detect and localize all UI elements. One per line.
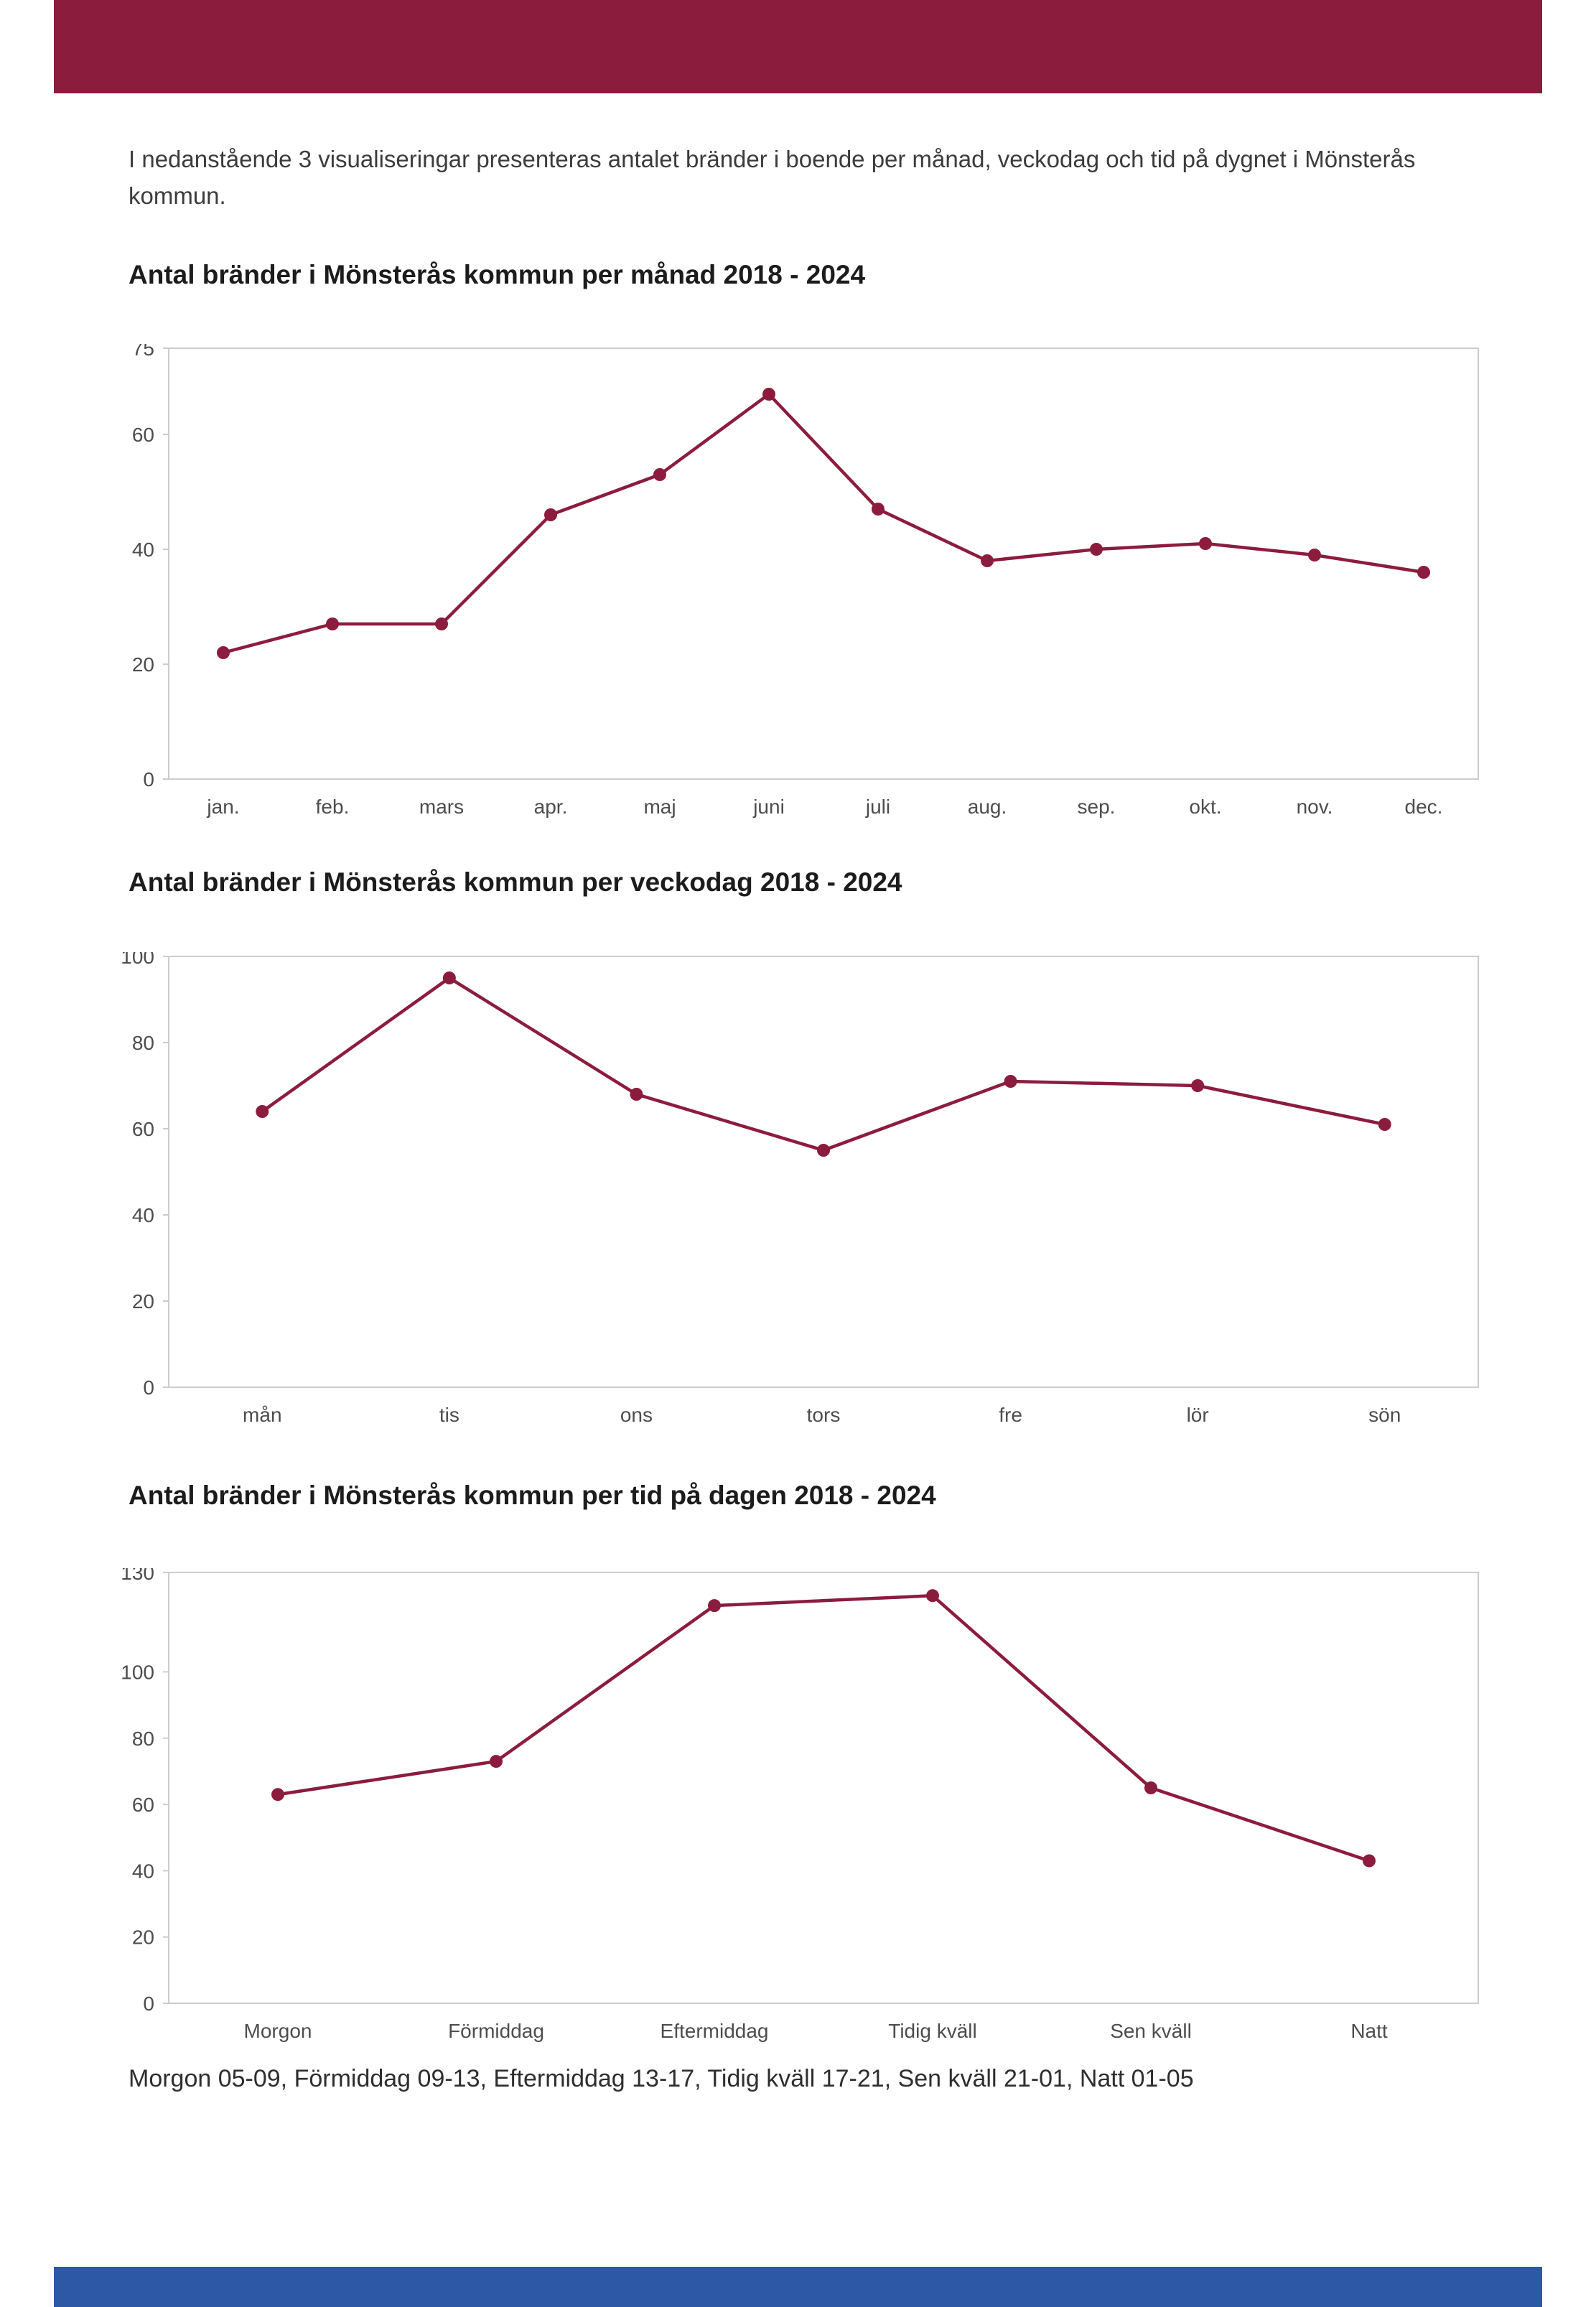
svg-text:juli: juli — [865, 796, 890, 818]
svg-text:100: 100 — [121, 1661, 154, 1683]
svg-text:tis: tis — [439, 1404, 459, 1426]
svg-text:80: 80 — [132, 1728, 154, 1750]
time-interval-legend: Morgon 05-09, Förmiddag 09-13, Eftermidd… — [129, 2065, 1194, 2092]
svg-text:mars: mars — [419, 796, 464, 818]
svg-text:jan.: jan. — [206, 796, 239, 818]
chart-title-per-month: Antal bränder i Mönsterås kommun per mån… — [129, 260, 866, 289]
svg-text:75: 75 — [132, 344, 154, 360]
svg-text:mån: mån — [243, 1404, 281, 1426]
svg-text:Eftermiddag: Eftermiddag — [661, 2020, 769, 2042]
svg-text:sep.: sep. — [1078, 796, 1116, 818]
svg-text:20: 20 — [132, 1926, 154, 1949]
svg-text:80: 80 — [132, 1032, 154, 1054]
svg-text:Förmiddag: Förmiddag — [448, 2020, 544, 2042]
line-chart-per-month: 0 20 40 60 75 jan. feb. mars apr. maj juni juli aug.… — [132, 344, 1479, 818]
footer-bar — [54, 2267, 1542, 2307]
line-chart-per-time-of-day: 0 20 40 60 80 100 130 Morgon Förmiddag Eftermidda… — [121, 1568, 1479, 2042]
svg-text:60: 60 — [132, 1118, 154, 1140]
svg-text:sön: sön — [1368, 1404, 1401, 1426]
line-chart-per-weekday: 0 20 40 60 80 100 mån tis ons tors fre lör sön — [121, 952, 1479, 1426]
header-bar — [54, 0, 1542, 93]
svg-text:aug.: aug. — [968, 796, 1007, 818]
svg-text:0: 0 — [143, 1376, 154, 1399]
svg-text:130: 130 — [121, 1568, 154, 1584]
svg-text:100: 100 — [121, 952, 154, 968]
svg-text:Sen kväll: Sen kväll — [1110, 2020, 1192, 2042]
svg-text:okt.: okt. — [1189, 796, 1221, 818]
svg-text:Natt: Natt — [1350, 2020, 1388, 2042]
chart-title-per-time-of-day: Antal bränder i Mönsterås kommun per tid… — [129, 1481, 936, 1510]
svg-text:0: 0 — [143, 1993, 154, 2015]
svg-text:40: 40 — [132, 1860, 154, 1882]
svg-text:40: 40 — [132, 1204, 154, 1226]
svg-text:40: 40 — [132, 539, 154, 561]
svg-text:lör: lör — [1187, 1404, 1209, 1426]
svg-text:fre: fre — [999, 1404, 1022, 1426]
intro-text: I nedanstående 3 visualiseringar present… — [129, 146, 1416, 210]
svg-text:60: 60 — [132, 1794, 154, 1816]
svg-text:20: 20 — [132, 653, 154, 676]
svg-text:ons: ons — [620, 1404, 653, 1426]
svg-text:maj: maj — [643, 796, 676, 818]
svg-text:20: 20 — [132, 1290, 154, 1313]
svg-text:juni: juni — [752, 796, 785, 818]
svg-text:Tidig kväll: Tidig kväll — [888, 2020, 976, 2042]
svg-text:feb.: feb. — [316, 796, 350, 818]
svg-text:dec.: dec. — [1405, 796, 1443, 818]
svg-text:Morgon: Morgon — [244, 2020, 312, 2042]
svg-text:apr.: apr. — [534, 796, 568, 818]
svg-text:nov.: nov. — [1297, 796, 1333, 818]
svg-text:tors: tors — [807, 1404, 841, 1426]
svg-text:60: 60 — [132, 424, 154, 446]
svg-text:0: 0 — [143, 768, 154, 791]
chart-title-per-weekday: Antal bränder i Mönsterås kommun per vec… — [129, 867, 902, 897]
